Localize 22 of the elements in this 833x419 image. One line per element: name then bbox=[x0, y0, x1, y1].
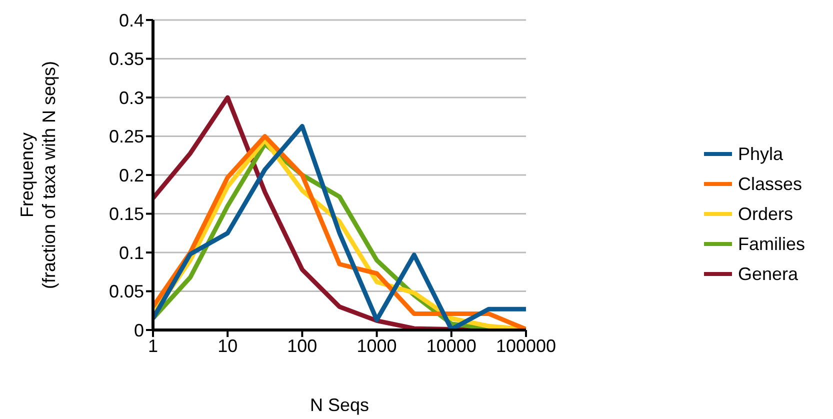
x-tick-label: 100000 bbox=[496, 336, 556, 356]
x-tick-label: 10000 bbox=[426, 336, 476, 356]
y-tick-label: 0.1 bbox=[118, 242, 144, 263]
y-axis-title: Frequency (fraction of taxa with N seqs) bbox=[17, 60, 59, 290]
y-tick-label: 0.05 bbox=[108, 282, 144, 302]
y-tick-label: 0.4 bbox=[118, 10, 144, 30]
y-tick-label: 0.15 bbox=[108, 204, 144, 224]
x-tick-label: 1 bbox=[148, 336, 158, 356]
y-tick-label: 0 bbox=[134, 320, 144, 340]
y-tick-label: 0.2 bbox=[118, 165, 144, 186]
legend-label: Classes bbox=[738, 172, 802, 196]
legend-label: Orders bbox=[738, 202, 793, 226]
x-axis-title: N Seqs bbox=[310, 395, 370, 415]
y-tick-label: 0.35 bbox=[108, 49, 144, 70]
x-tick-label: 1000 bbox=[356, 336, 397, 356]
y-tick-label: 0.3 bbox=[118, 88, 144, 108]
legend-label: Families bbox=[738, 232, 805, 256]
y-tick-label: 0.25 bbox=[108, 126, 144, 147]
x-tick-label: 100 bbox=[287, 336, 318, 356]
legend-label: Phyla bbox=[738, 142, 784, 166]
x-tick-label: 10 bbox=[218, 336, 238, 356]
legend-label: Genera bbox=[738, 262, 798, 286]
